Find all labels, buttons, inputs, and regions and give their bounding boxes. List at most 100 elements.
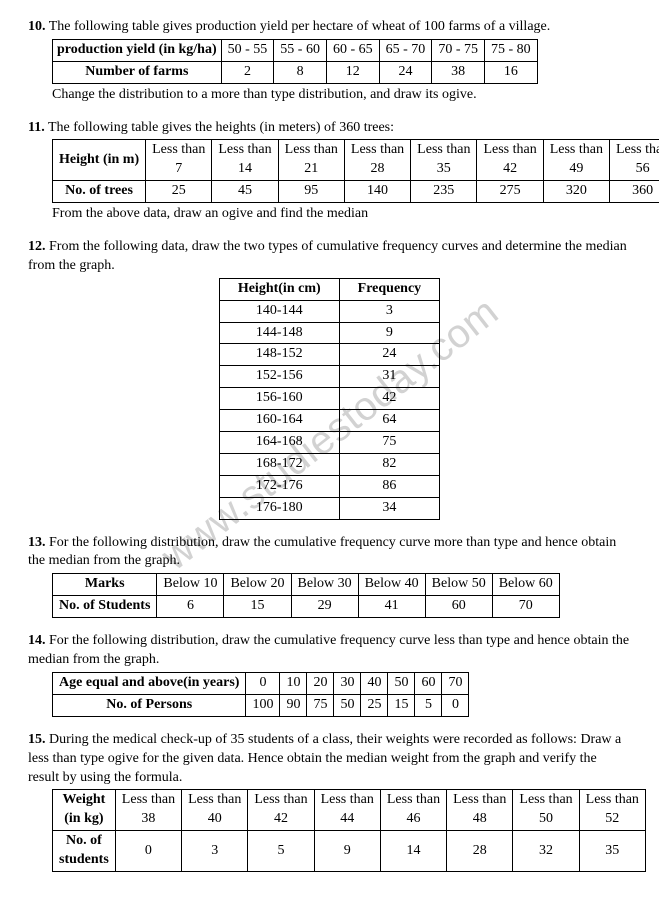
question-12-table: Height(in cm)Frequency140-1443144-148914… bbox=[219, 278, 440, 520]
question-15-text: 15. During the medical check-up of 35 st… bbox=[28, 731, 631, 788]
cell-header: Marks bbox=[53, 574, 157, 596]
cell: 34 bbox=[339, 497, 440, 519]
question-14-text: 14. For the following distribution, draw… bbox=[28, 632, 631, 670]
cell: 60 bbox=[425, 596, 492, 618]
cell: Less than44 bbox=[314, 790, 380, 831]
table-row: production yield (in kg/ha) 50 - 55 55 -… bbox=[53, 39, 538, 61]
page-content: 10. The following table gives production… bbox=[28, 18, 631, 872]
table-row: 176-18034 bbox=[219, 497, 439, 519]
cell: 2 bbox=[221, 61, 274, 83]
cell: Below 10 bbox=[157, 574, 224, 596]
cell: 24 bbox=[339, 344, 440, 366]
cell: 50 bbox=[388, 672, 415, 694]
cell: 40 bbox=[361, 672, 388, 694]
cell: Less than35 bbox=[411, 140, 477, 181]
cell: 38 bbox=[432, 61, 485, 83]
cell: 0 bbox=[115, 831, 181, 872]
cell: 75 - 80 bbox=[484, 39, 537, 61]
question-12-body: From the following data, draw the two ty… bbox=[28, 239, 627, 273]
cell: 140 bbox=[344, 181, 410, 203]
cell: 12 bbox=[326, 61, 379, 83]
cell: Below 20 bbox=[224, 574, 291, 596]
cell-header: Height(in cm) bbox=[219, 278, 339, 300]
cell: 164-168 bbox=[219, 432, 339, 454]
cell: 3 bbox=[182, 831, 248, 872]
cell: 35 bbox=[579, 831, 645, 872]
cell-header: No. ofstudents bbox=[53, 831, 116, 872]
cell: 55 - 60 bbox=[274, 39, 327, 61]
cell: 100 bbox=[246, 694, 280, 716]
question-10-body: The following table gives production yie… bbox=[49, 19, 551, 34]
table-row: 168-17282 bbox=[219, 453, 439, 475]
cell-header: No. of Students bbox=[53, 596, 157, 618]
cell: 5 bbox=[415, 694, 442, 716]
question-11-after: From the above data, draw an ogive and f… bbox=[52, 205, 631, 224]
cell: 64 bbox=[339, 410, 440, 432]
question-13-text: 13. For the following distribution, draw… bbox=[28, 534, 631, 572]
question-14: 14. For the following distribution, draw… bbox=[28, 632, 631, 717]
cell: 20 bbox=[307, 672, 334, 694]
table-row: 172-17686 bbox=[219, 475, 439, 497]
cell: 152-156 bbox=[219, 366, 339, 388]
question-15: 15. During the medical check-up of 35 st… bbox=[28, 731, 631, 872]
question-11-table: Height (in m)Less than7Less than14Less t… bbox=[52, 139, 659, 203]
question-14-number: 14. bbox=[28, 633, 46, 648]
question-10: 10. The following table gives production… bbox=[28, 18, 631, 105]
cell: Less than28 bbox=[344, 140, 410, 181]
question-15-number: 15. bbox=[28, 732, 46, 747]
cell: 90 bbox=[280, 694, 307, 716]
cell: Less than49 bbox=[543, 140, 609, 181]
cell: Less than42 bbox=[248, 790, 314, 831]
cell: 14 bbox=[380, 831, 446, 872]
cell: Less than48 bbox=[447, 790, 513, 831]
cell: Below 30 bbox=[291, 574, 358, 596]
cell: 0 bbox=[442, 694, 469, 716]
cell: Less than38 bbox=[115, 790, 181, 831]
table-row: 148-15224 bbox=[219, 344, 439, 366]
question-13-body: For the following distribution, draw the… bbox=[28, 535, 616, 569]
question-10-number: 10. bbox=[28, 19, 46, 34]
cell: 148-152 bbox=[219, 344, 339, 366]
cell: Less than52 bbox=[579, 790, 645, 831]
question-12-number: 12. bbox=[28, 239, 46, 254]
cell: 172-176 bbox=[219, 475, 339, 497]
table-row: Height(in cm)Frequency bbox=[219, 278, 439, 300]
cell: 320 bbox=[543, 181, 609, 203]
question-11-number: 11. bbox=[28, 120, 45, 135]
table-row: Height (in m)Less than7Less than14Less t… bbox=[53, 140, 659, 181]
cell-header: production yield (in kg/ha) bbox=[53, 39, 222, 61]
question-12-text: 12. From the following data, draw the tw… bbox=[28, 238, 631, 276]
cell: Less than21 bbox=[278, 140, 344, 181]
cell: 10 bbox=[280, 672, 307, 694]
cell: 25 bbox=[361, 694, 388, 716]
question-12: 12. From the following data, draw the tw… bbox=[28, 238, 631, 520]
cell: 15 bbox=[224, 596, 291, 618]
table-row: No. ofstudents035914283235 bbox=[53, 831, 646, 872]
cell: Less than40 bbox=[182, 790, 248, 831]
cell: Below 50 bbox=[425, 574, 492, 596]
question-11: 11. The following table gives the height… bbox=[28, 119, 631, 224]
table-row: Weight(in kg)Less than38Less than40Less … bbox=[53, 790, 646, 831]
cell: 70 bbox=[492, 596, 559, 618]
cell: 60 - 65 bbox=[326, 39, 379, 61]
cell: 140-144 bbox=[219, 300, 339, 322]
question-13: 13. For the following distribution, draw… bbox=[28, 534, 631, 619]
cell: 9 bbox=[314, 831, 380, 872]
cell-header: No. of trees bbox=[53, 181, 146, 203]
cell: 41 bbox=[358, 596, 425, 618]
cell: Less than14 bbox=[212, 140, 278, 181]
table-row: Number of farms 2 8 12 24 38 16 bbox=[53, 61, 538, 83]
cell: 25 bbox=[146, 181, 212, 203]
table-row: Marks Below 10 Below 20 Below 30 Below 4… bbox=[53, 574, 560, 596]
cell: 360 bbox=[609, 181, 659, 203]
question-15-body: During the medical check-up of 35 studen… bbox=[28, 732, 621, 785]
cell: 160-164 bbox=[219, 410, 339, 432]
cell: 8 bbox=[274, 61, 327, 83]
cell: Less than46 bbox=[380, 790, 446, 831]
question-14-body: For the following distribution, draw the… bbox=[28, 633, 629, 667]
cell-header: Frequency bbox=[339, 278, 440, 300]
table-row: 152-15631 bbox=[219, 366, 439, 388]
question-14-table: Age equal and above(in years) 0 10 20 30… bbox=[52, 672, 469, 717]
question-10-text: 10. The following table gives production… bbox=[28, 18, 631, 37]
cell: Less than50 bbox=[513, 790, 579, 831]
